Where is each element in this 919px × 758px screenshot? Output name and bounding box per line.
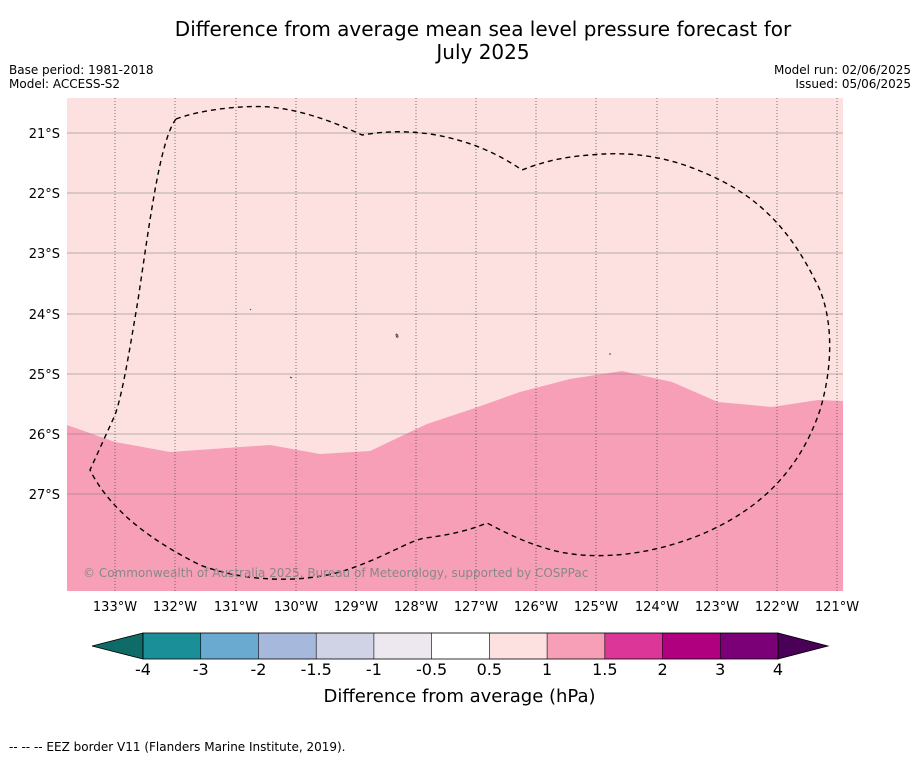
colorbar-segment <box>431 633 490 659</box>
lon-label: 133°W <box>93 600 137 615</box>
colorbar-segment <box>373 633 433 659</box>
lat-label: 21°S <box>29 127 60 142</box>
colorbar-arrow-high <box>777 632 830 660</box>
lat-label: 23°S <box>29 247 60 262</box>
colorbar-segment <box>258 633 317 659</box>
lon-label: 122°W <box>755 600 799 615</box>
latitude-gridlines <box>67 132 843 495</box>
lon-label: 124°W <box>635 600 679 615</box>
colorbar-tick-label: 3 <box>715 660 726 679</box>
model-run-text: Model run: 02/06/2025 <box>773 63 911 77</box>
base-period-text: Base period: 1981-2018 <box>9 63 154 77</box>
island-4 <box>289 376 293 379</box>
lon-label: 126°W <box>514 600 558 615</box>
longitude-gridlines <box>114 98 838 591</box>
lat-label: 24°S <box>29 308 60 323</box>
copyright-text: © Commonwealth of Australia 2025, Bureau… <box>83 566 588 580</box>
run-info: Model run: 02/06/2025 Issued: 05/06/2025 <box>774 63 911 91</box>
colorbar-tick-label: -2 <box>250 660 267 679</box>
lat-label: 22°S <box>29 187 60 202</box>
island-markers <box>249 308 611 379</box>
colorbar-tick-label: -4 <box>135 660 151 679</box>
colorbar-segment <box>720 633 779 659</box>
eez-legend-note: -- -- -- EEZ border V11 (Flanders Marine… <box>9 740 346 754</box>
map-title-line-1: Difference from average mean sea level p… <box>174 17 792 41</box>
island-1 <box>249 308 252 311</box>
issued-text: Issued: 05/06/2025 <box>795 77 911 91</box>
lon-label: 131°W <box>214 600 258 615</box>
colorbar-tick-label: -1.5 <box>300 660 332 679</box>
colorbar-segment <box>200 633 259 659</box>
colorbar-segment <box>604 633 664 659</box>
lat-label: 25°S <box>29 368 60 383</box>
eez-border <box>89 105 831 580</box>
map-title: Difference from average mean sea level p… <box>0 18 919 64</box>
colorbar-tick-label: 4 <box>772 660 784 679</box>
lon-label: 121°W <box>815 600 859 615</box>
lon-label: 129°W <box>334 600 378 615</box>
base-info: Base period: 1981-2018 Model: ACCESS-S2 <box>9 63 154 91</box>
colorbar-title: Difference from average (hPa) <box>323 686 596 707</box>
lon-label: 127°W <box>454 600 498 615</box>
colorbar-arrow-low <box>91 632 144 660</box>
lon-label: 123°W <box>695 600 739 615</box>
colorbar-segment <box>316 633 375 659</box>
lat-label: 26°S <box>29 428 60 443</box>
map-panel: © Commonwealth of Australia 2025, Bureau… <box>67 98 843 591</box>
colorbar-segment <box>662 633 721 659</box>
longitude-labels: 133°W 132°W 131°W 130°W 129°W 128°W 127°… <box>93 600 859 615</box>
colorbar-tick-label: -3 <box>192 660 209 679</box>
latitude-labels: 21°S 22°S 23°S 24°S 25°S 26°S 27°S <box>29 127 60 503</box>
lon-label: 125°W <box>574 600 618 615</box>
lon-label: 128°W <box>394 600 438 615</box>
colorbar-tick-label: 2 <box>657 660 668 679</box>
colorbar <box>91 632 830 660</box>
pressure-anomaly-1-to-1.5-region <box>67 371 843 591</box>
colorbar-segment <box>547 633 606 659</box>
map-title-line-2: July 2025 <box>436 40 530 64</box>
colorbar-segment <box>489 633 548 659</box>
colorbar-segment <box>143 633 202 659</box>
lat-label: 27°S <box>29 488 60 503</box>
colorbar-tick-label: -1 <box>365 660 382 679</box>
colorbar-tick-label: 0.5 <box>476 660 503 679</box>
colorbar-tick-label: -0.5 <box>416 660 448 679</box>
island-2 <box>395 333 399 338</box>
lon-label: 132°W <box>153 600 197 615</box>
lon-label: 130°W <box>274 600 318 615</box>
colorbar-tick-label: 1.5 <box>592 660 618 679</box>
model-text: Model: ACCESS-S2 <box>9 77 121 91</box>
colorbar-tick-label: 1 <box>541 660 553 679</box>
